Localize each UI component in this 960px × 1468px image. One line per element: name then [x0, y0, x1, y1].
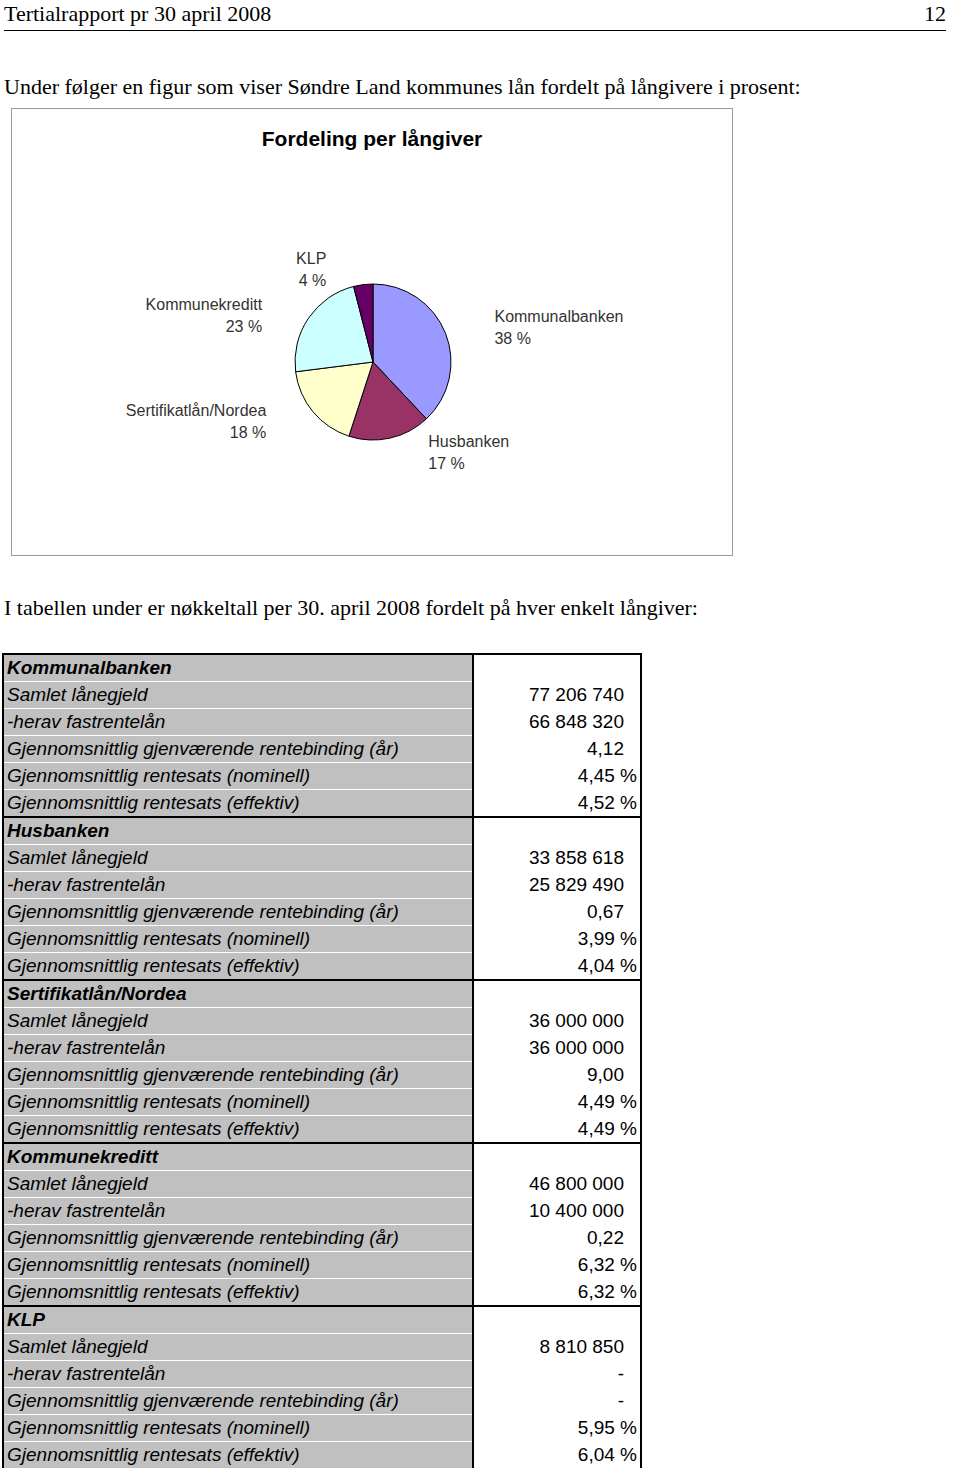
svg-text:Sertifikatlån/Nordea: Sertifikatlån/Nordea	[126, 402, 267, 419]
html-text:-herav fastrentelån: -herav fastrentelån	[7, 874, 166, 895]
svg-text:Kommunalbanken: Kommunalbanken	[494, 308, 623, 325]
svg-text:38 %: 38 %	[494, 330, 530, 347]
html-text:12: 12	[924, 1, 946, 26]
svg-text:Kommunekreditt: Kommunekreditt	[146, 296, 263, 313]
html-text:Gjennomsnittlig gjenværende re: Gjennomsnittlig gjenværende rentebinding…	[7, 1390, 399, 1411]
html-text:5,95 %: 5,95 %	[577, 1417, 637, 1438]
html-text:-herav fastrentelån: -herav fastrentelån	[7, 711, 166, 732]
html-text:Samlet lånegjeld: Samlet lånegjeld	[7, 847, 148, 868]
html-text:Samlet lånegjeld: Samlet lånegjeld	[7, 1336, 148, 1357]
html-text:Gjennomsnittlig gjenværende re: Gjennomsnittlig gjenværende rentebinding…	[7, 1064, 399, 1085]
html-text:36 000 000: 36 000 000	[528, 1037, 624, 1058]
html-text:4,04 %: 4,04 %	[577, 954, 637, 976]
svg-text:4 %: 4 %	[299, 272, 327, 289]
html-text:Gjennomsnittlig rentesats (nom: Gjennomsnittlig rentesats (nominell)	[7, 765, 311, 786]
html-text:Gjennomsnittlig rentesats (eff: Gjennomsnittlig rentesats (effektiv)	[7, 1118, 300, 1139]
html-text:0,22: 0,22	[587, 1227, 624, 1248]
svg-text:23 %: 23 %	[226, 318, 262, 335]
html-text:I tabellen under er nøkkeltall: I tabellen under er nøkkeltall per 30. a…	[4, 595, 698, 620]
svg-text:Husbanken: Husbanken	[428, 433, 509, 450]
html-text:25 829 490: 25 829 490	[528, 874, 624, 895]
html-text:77 206 740: 77 206 740	[528, 684, 624, 705]
html-text:Under følger en figur som vise: Under følger en figur som viser Søndre L…	[4, 74, 801, 99]
html-text:4,52 %: 4,52 %	[577, 791, 637, 813]
html-text:Gjennomsnittlig rentesats (nom: Gjennomsnittlig rentesats (nominell)	[7, 928, 311, 949]
html-text:Gjennomsnittlig rentesats (nom: Gjennomsnittlig rentesats (nominell)	[7, 1254, 311, 1275]
html-text:Gjennomsnittlig rentesats (eff: Gjennomsnittlig rentesats (effektiv)	[7, 1444, 300, 1465]
html-text:6,32 %: 6,32 %	[577, 1280, 637, 1302]
html-text:9,00: 9,00	[587, 1064, 624, 1085]
html-text:6,32 %: 6,32 %	[577, 1254, 637, 1275]
html-text:3,99 %: 3,99 %	[577, 928, 637, 949]
html-text:0,67: 0,67	[587, 901, 624, 922]
html-text:Samlet lånegjeld: Samlet lånegjeld	[7, 1173, 148, 1194]
html-text:4,49 %: 4,49 %	[577, 1117, 637, 1139]
html-text:Samlet lånegjeld: Samlet lånegjeld	[7, 1010, 148, 1031]
svg-text:17 %: 17 %	[428, 455, 464, 472]
html-text:36 000 000: 36 000 000	[528, 1010, 624, 1031]
html-text:8 810 850: 8 810 850	[539, 1336, 624, 1357]
html-text:66 848 320: 66 848 320	[528, 711, 624, 732]
html-text:Husbanken: Husbanken	[7, 820, 110, 841]
html-text:46 800 000: 46 800 000	[528, 1173, 624, 1194]
svg-text:KLP: KLP	[296, 250, 326, 267]
html-text:Gjennomsnittlig rentesats (nom: Gjennomsnittlig rentesats (nominell)	[7, 1091, 311, 1112]
html-text:Gjennomsnittlig rentesats (eff: Gjennomsnittlig rentesats (effektiv)	[7, 955, 300, 976]
html-text:33 858 618: 33 858 618	[528, 847, 624, 868]
html-text:-herav fastrentelån: -herav fastrentelån	[7, 1037, 166, 1058]
html-text:Gjennomsnittlig rentesats (nom: Gjennomsnittlig rentesats (nominell)	[7, 1417, 311, 1438]
html-text:Gjennomsnittlig rentesats (eff: Gjennomsnittlig rentesats (effektiv)	[7, 792, 300, 813]
html-text:Kommunekreditt: Kommunekreditt	[7, 1146, 158, 1167]
html-text:4,49 %: 4,49 %	[577, 1091, 637, 1112]
html-text:Tertialrapport pr 30 april 200: Tertialrapport pr 30 april 2008	[4, 1, 272, 26]
html-text:-herav fastrentelån: -herav fastrentelån	[7, 1200, 166, 1221]
html-text:Sertifikatlån/Nordea: Sertifikatlån/Nordea	[7, 983, 187, 1004]
html-text:Gjennomsnittlig gjenværende re: Gjennomsnittlig gjenværende rentebinding…	[7, 901, 399, 922]
html-text:Gjennomsnittlig gjenværende re: Gjennomsnittlig gjenværende rentebinding…	[7, 1227, 399, 1248]
html-text:Gjennomsnittlig gjenværende re: Gjennomsnittlig gjenværende rentebinding…	[7, 738, 399, 759]
html-text:KLP: KLP	[7, 1309, 45, 1330]
html-text:4,45 %: 4,45 %	[577, 765, 637, 786]
html-text:6,04 %: 6,04 %	[577, 1443, 637, 1465]
svg-text:18 %: 18 %	[230, 424, 266, 441]
svg-text:Fordeling per långiver: Fordeling per långiver	[262, 127, 483, 150]
html-text:Samlet lånegjeld: Samlet lånegjeld	[7, 684, 148, 705]
html-text:4,12: 4,12	[587, 738, 624, 759]
html-text:Kommunalbanken: Kommunalbanken	[7, 657, 172, 678]
html-text:-herav fastrentelån: -herav fastrentelån	[7, 1363, 166, 1384]
html-text:10 400 000: 10 400 000	[528, 1200, 624, 1221]
html-text:Gjennomsnittlig rentesats (eff: Gjennomsnittlig rentesats (effektiv)	[7, 1281, 300, 1302]
